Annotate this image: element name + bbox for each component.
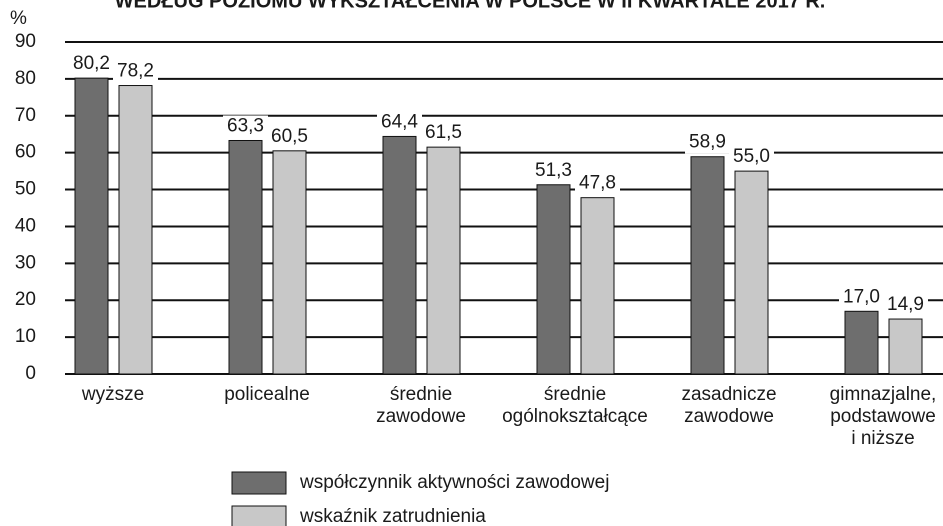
bar: [228, 139, 263, 375]
bar: [734, 170, 769, 375]
bar: [382, 135, 417, 375]
value-label: 58,9: [689, 132, 726, 153]
y-tick-label: 80: [15, 68, 36, 89]
y-tick-label: 30: [15, 252, 36, 273]
x-tick-label: średnie zawodowe: [376, 384, 466, 427]
value-label: 51,3: [535, 160, 572, 181]
label-background: [223, 115, 268, 138]
x-tick-label: policealne: [224, 384, 310, 405]
bar: [272, 150, 307, 375]
chart-title: WEDŁUG POZIOMU WYKSZTAŁCENIA W POLSCE W …: [115, 0, 826, 12]
y-axis-label: %: [10, 8, 27, 29]
value-label: 60,5: [271, 126, 308, 147]
label-background: [685, 131, 730, 154]
value-label: 14,9: [887, 294, 924, 315]
value-label: 63,3: [227, 116, 264, 137]
legend-label: wskaźnik zatrudnienia: [299, 506, 486, 526]
bar: [536, 184, 571, 375]
bar: [426, 146, 461, 375]
value-label: 64,4: [381, 111, 418, 132]
label-background: [883, 294, 928, 317]
value-label: 55,0: [733, 146, 770, 167]
label-background: [729, 146, 774, 169]
value-label: 78,2: [117, 61, 154, 82]
bar: [580, 197, 615, 375]
value-label: 61,5: [425, 122, 462, 143]
bar: [844, 310, 879, 375]
bar: [74, 77, 109, 375]
y-tick-label: 10: [15, 326, 36, 347]
value-label: 47,8: [579, 173, 616, 194]
legend-swatch: [231, 505, 287, 526]
y-tick-label: 40: [15, 215, 36, 236]
label-background: [575, 172, 620, 195]
bar: [888, 318, 923, 375]
y-tick-label: 60: [15, 142, 36, 163]
y-tick-label: 70: [15, 105, 36, 126]
x-tick-label: gimnazjalne, podstawowe i niższe: [829, 384, 937, 449]
label-background: [377, 111, 422, 134]
label-background: [531, 159, 576, 182]
legend-swatch: [231, 471, 287, 495]
label-background: [839, 286, 884, 309]
legend-label: współczynnik aktywności zawodowej: [299, 472, 609, 493]
bar: [690, 156, 725, 375]
label-background: [69, 53, 114, 76]
label-background: [267, 125, 312, 148]
label-background: [421, 122, 466, 145]
y-tick-label: 50: [15, 179, 36, 200]
x-tick-label: wyższe: [81, 384, 145, 405]
x-tick-label: średnie ogólnokształcące: [502, 384, 648, 427]
y-tick-label: 90: [15, 31, 36, 52]
y-tick-label: 20: [15, 289, 36, 310]
x-tick-label: zasadnicze zawodowe: [681, 384, 777, 427]
value-label: 17,0: [843, 286, 880, 307]
label-background: [113, 60, 158, 83]
value-label: 80,2: [73, 53, 110, 74]
y-tick-label: 0: [25, 363, 36, 384]
bar: [118, 85, 153, 375]
